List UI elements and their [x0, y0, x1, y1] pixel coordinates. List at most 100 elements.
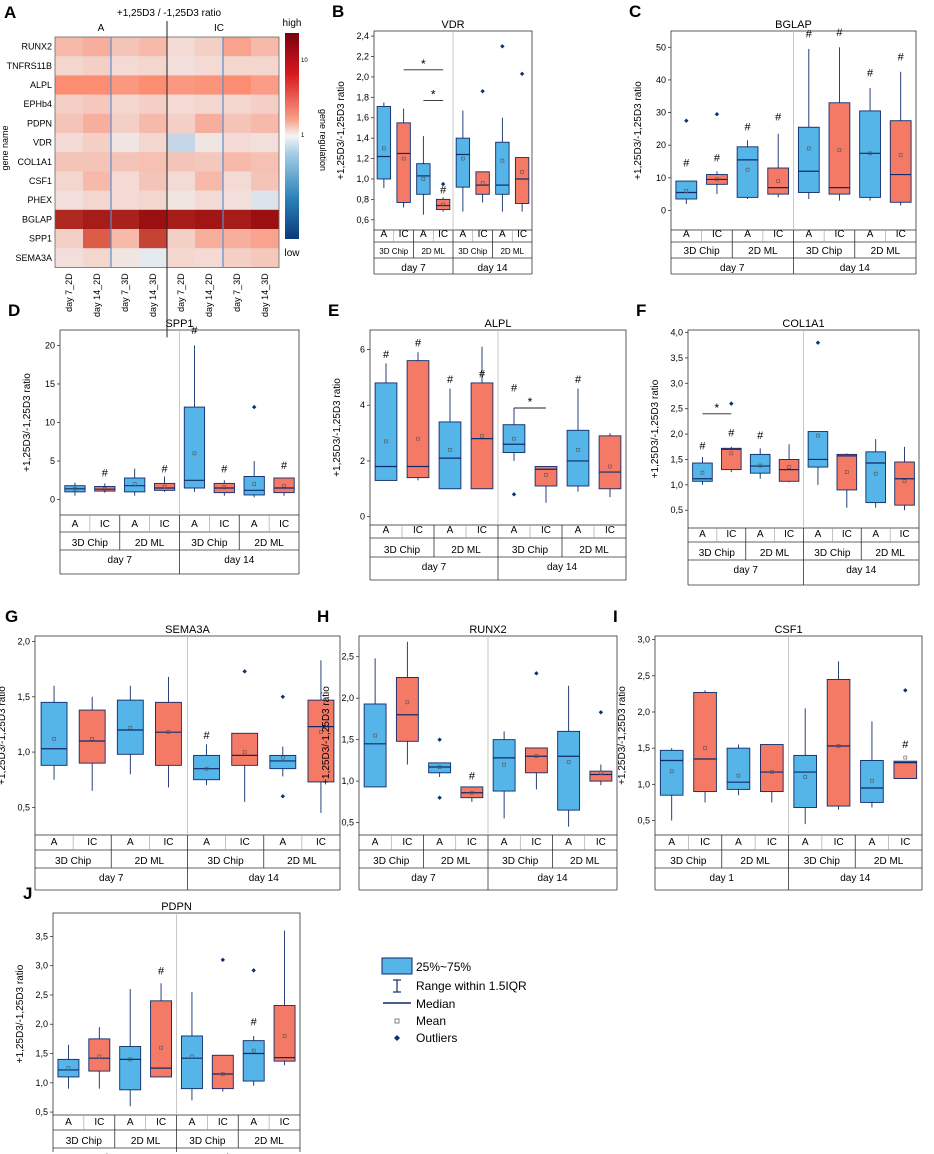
- heatmap-cell: [139, 133, 168, 153]
- mean-marker: [461, 156, 465, 161]
- box: [860, 760, 884, 803]
- heatmap-cell: [167, 209, 196, 230]
- heatmap-cell: [111, 209, 140, 230]
- day-label: day 14: [547, 562, 577, 573]
- heatmap-cell: [223, 113, 252, 134]
- heatmap-cell: [83, 133, 112, 153]
- box: [767, 167, 790, 195]
- platform-label: 2D ML: [579, 545, 609, 556]
- y-axis-label: +1,25D3/-1,25D3 ratio: [617, 686, 628, 785]
- box: [589, 770, 613, 782]
- y-tick-label: 1,0: [17, 747, 30, 757]
- platform-label: 2D ML: [131, 1136, 161, 1147]
- heatmap-cell: [167, 229, 196, 249]
- box: [865, 451, 886, 504]
- y-tick-label: 1,5: [17, 692, 30, 702]
- significance-hash: #: [775, 112, 782, 124]
- heatmap-cell: [167, 171, 196, 191]
- heatmap-group-label-A: A: [98, 23, 105, 34]
- significance-hash: #: [281, 460, 288, 472]
- platform-label: 2D ML: [421, 247, 445, 256]
- day-label: day 7: [734, 565, 759, 576]
- y-tick-label: 0: [661, 205, 666, 215]
- day-label: day 7: [99, 873, 124, 884]
- heatmap-cell: [55, 248, 84, 268]
- heatmap-ylabel: gene name: [0, 125, 10, 170]
- platform-label: 3D Chip: [189, 1136, 226, 1147]
- heatmap-cell: [83, 56, 112, 76]
- heatmap-cell: [55, 209, 84, 230]
- heatmap-col-label: day 14_3D: [260, 273, 270, 317]
- box: [793, 754, 817, 808]
- panel-letter: H: [317, 607, 329, 626]
- mean-marker: [384, 439, 388, 444]
- platform-label: 3D Chip: [670, 856, 707, 867]
- significance-hash: #: [836, 27, 843, 39]
- mean-marker: [252, 482, 256, 486]
- heatmap-col-label: day 7_2D: [176, 273, 186, 312]
- group-label: IC: [767, 837, 777, 848]
- heatmap-row-label: SEMA3A: [15, 253, 52, 263]
- significance-hash: #: [447, 374, 454, 386]
- group-label: IC: [87, 837, 97, 848]
- heatmap-cell: [195, 190, 224, 211]
- heatmap-cell: [139, 171, 168, 191]
- y-axis-label: +1,25D3/-1,25D3 ratio: [15, 964, 26, 1063]
- heatmap-cell: [55, 152, 84, 172]
- y-axis-label: +1,25D3/-1,25D3 ratio: [633, 81, 644, 180]
- panel-title: VDR: [441, 19, 464, 31]
- panel-title: SEMA3A: [165, 624, 210, 636]
- heatmap-cell: [167, 94, 196, 115]
- panel-title: SPP1: [165, 318, 193, 330]
- box: [180, 1035, 203, 1090]
- platform-label: 3D Chip: [814, 548, 851, 559]
- mean-marker: [416, 436, 420, 441]
- group-label: IC: [541, 525, 551, 536]
- box: [721, 447, 742, 471]
- heatmap-cell: [167, 190, 196, 211]
- group-label: IC: [773, 229, 783, 240]
- mean-marker: [729, 451, 734, 456]
- platform-label: 2D ML: [760, 548, 790, 559]
- y-tick-label: 2,0: [35, 1019, 48, 1029]
- heatmap-cell: [195, 133, 224, 153]
- panel-title: CSF1: [774, 624, 802, 636]
- heatmap-cell: [167, 37, 196, 57]
- heatmap-cell: [139, 152, 168, 172]
- outlier-point: [534, 671, 539, 676]
- day-label: day 14: [477, 263, 507, 274]
- outlier-point: [280, 694, 286, 700]
- heatmap-col-label: day 14_2D: [92, 273, 102, 317]
- y-tick-label: 2,5: [341, 652, 354, 662]
- heatmap-cell: [251, 113, 280, 134]
- heatmap-cell: [223, 171, 252, 191]
- box: [231, 732, 259, 766]
- significance-star: *: [715, 401, 720, 415]
- heatmap-cell: [223, 248, 252, 268]
- heatmap-cell: [83, 94, 112, 115]
- heatmap-cell: [167, 113, 196, 134]
- y-axis-label: +1,25D3/-1,25D3 ratio: [321, 686, 332, 785]
- mean-marker: [715, 177, 719, 182]
- y-tick-label: 10: [656, 173, 666, 183]
- mean-marker: [282, 1034, 287, 1038]
- y-tick-label: 2,5: [637, 671, 650, 681]
- heatmap-cell: [251, 229, 280, 249]
- group-label: IC: [712, 229, 722, 240]
- mean-marker: [836, 744, 841, 748]
- platform-label: 2D ML: [500, 247, 524, 256]
- group-label: IC: [163, 837, 173, 848]
- heatmap-cell: [55, 113, 84, 134]
- mean-marker: [903, 755, 908, 760]
- heatmap-cell: [55, 229, 84, 249]
- box: [836, 453, 858, 491]
- panel-title: BGLAP: [775, 19, 812, 31]
- heatmap-cell: [167, 75, 196, 95]
- platform-label: 3D Chip: [502, 856, 539, 867]
- box: [150, 1000, 173, 1078]
- y-tick-label: 3,5: [670, 353, 683, 363]
- group-label: A: [251, 519, 258, 530]
- mean-marker: [745, 167, 750, 172]
- outlier-point: [280, 794, 286, 799]
- heatmap-cell: [139, 248, 168, 268]
